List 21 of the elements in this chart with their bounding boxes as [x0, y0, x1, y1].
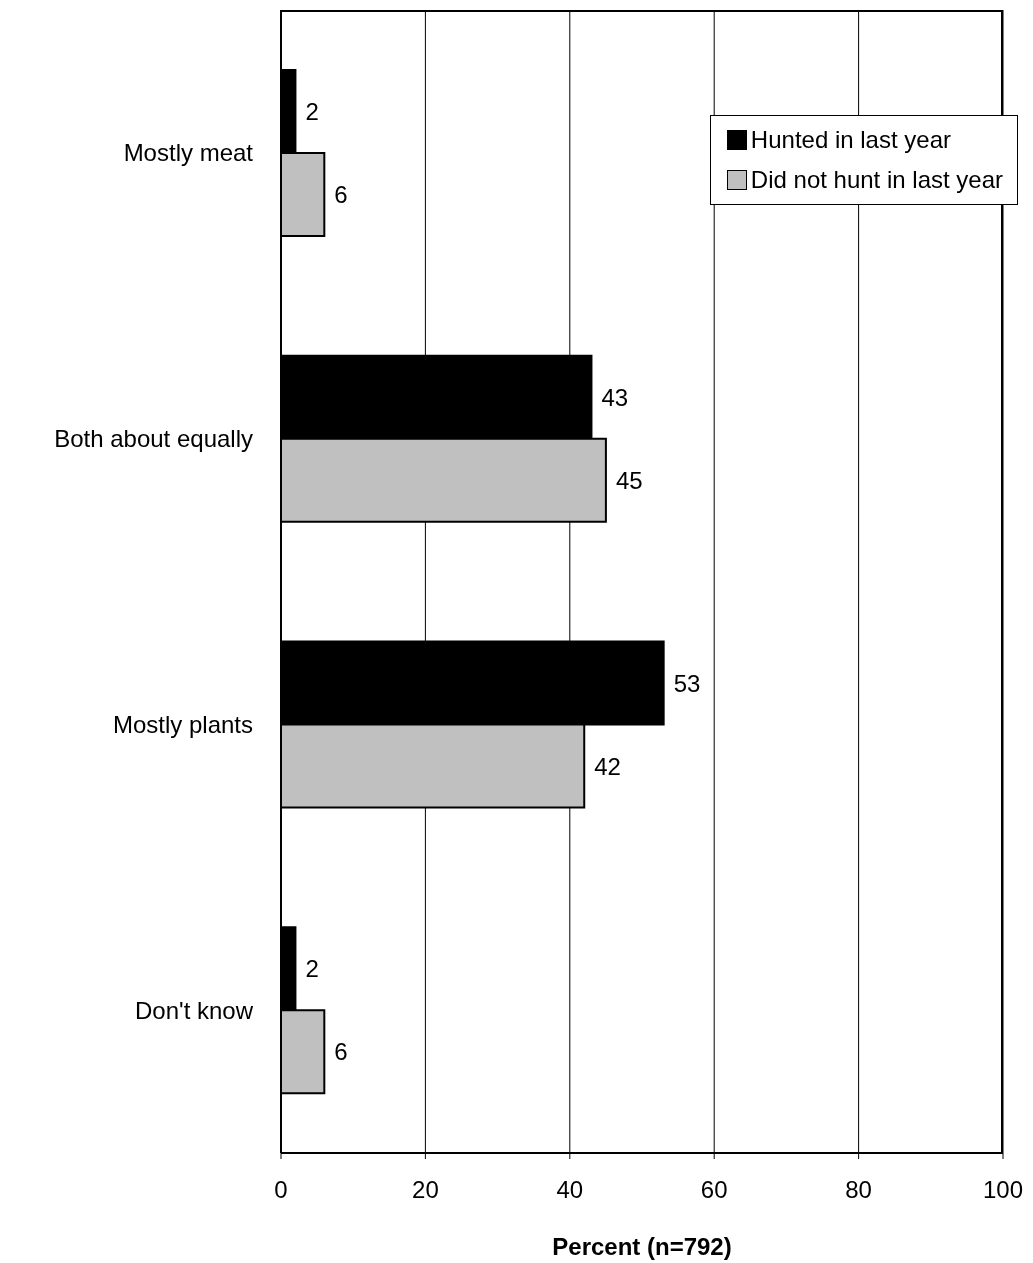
data-label: 42 [594, 752, 621, 780]
y-tick-label: Both about equally [54, 425, 253, 453]
x-tick-label: 60 [700, 1176, 728, 1204]
x-axis-title: Percent (n=792) [552, 1233, 732, 1260]
data-label: 43 [601, 383, 629, 411]
y-tick-label: Mostly meat [123, 139, 254, 167]
data-label: 2 [305, 955, 319, 983]
data-label: 45 [615, 466, 643, 494]
data-label: 6 [334, 181, 348, 209]
x-tick-label: 40 [556, 1176, 584, 1204]
x-tick-label: 20 [412, 1176, 439, 1204]
data-label: 2 [305, 98, 319, 126]
y-tick-label: Don't know [135, 996, 254, 1024]
y-tick-label: Mostly plants [112, 710, 253, 738]
legend-label: Did not hunt in last year [750, 165, 1003, 195]
data-label: 6 [334, 1038, 348, 1066]
x-tick-label: 80 [845, 1176, 872, 1204]
x-tick-label: 100 [982, 1176, 1024, 1204]
legend-label: Hunted in last year [750, 125, 951, 155]
x-tick-label: 0 [274, 1176, 288, 1204]
data-label: 53 [673, 669, 701, 697]
